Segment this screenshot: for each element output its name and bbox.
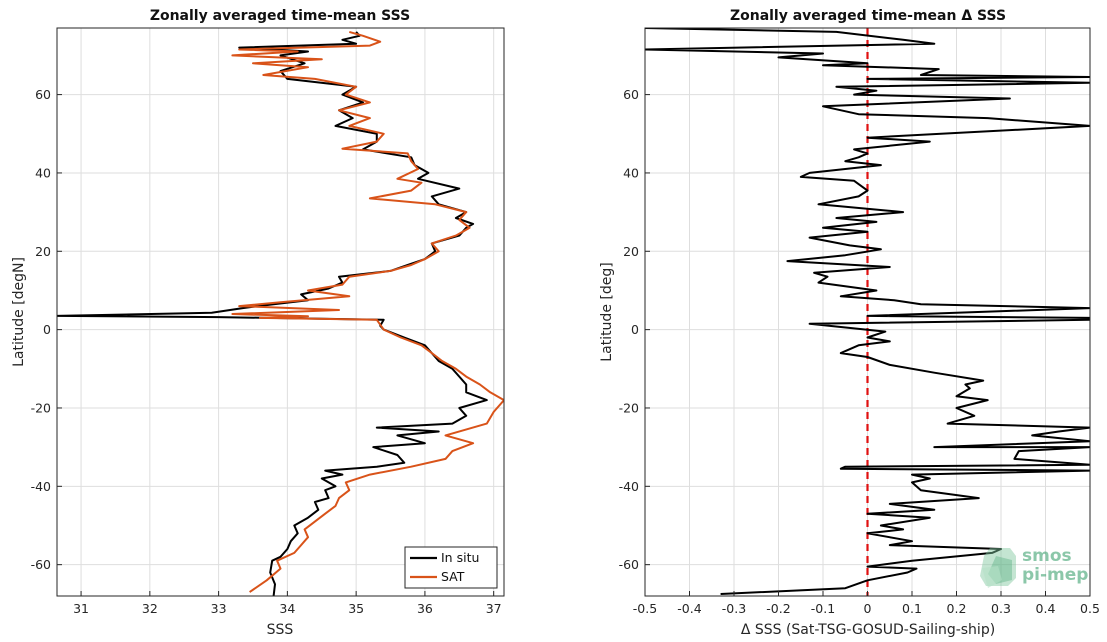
right-x-tick-label: 0.1 (902, 601, 922, 616)
legend-label-sat: SAT (441, 569, 465, 584)
right-x-axis-label: Δ SSS (Sat-TSG-GOSUD-Sailing-ship) (741, 622, 995, 638)
svg-text:pi-mep: pi-mep (1022, 565, 1088, 585)
left-y-ticks: -60 -40 -20 0 20 40 60 (31, 87, 62, 572)
right-x-tick-label: -0.5 (633, 601, 657, 616)
right-y-tick-label: 20 (623, 244, 639, 259)
left-y-axis-label: Latitude [degN] (11, 257, 27, 367)
right-x-ticks: -0.5 -0.4 -0.3 -0.2 -0.1 0 0.1 0.2 0.3 0.4 0.5 (633, 591, 1100, 616)
left-y-tick-label: 0 (43, 322, 51, 337)
legend: In situ SAT (404, 546, 498, 589)
right-y-axis-label: Latitude [deg] (599, 262, 615, 361)
right-x-tick-label: -0.3 (722, 601, 746, 616)
right-y-ticks: -60 -40 -20 0 20 40 60 (619, 87, 650, 572)
left-chart-title: Zonally averaged time-mean SSS (150, 8, 410, 24)
left-y-tick-label: 60 (35, 87, 51, 102)
right-x-tick-label: 0 (864, 601, 872, 616)
left-y-tick-label: -60 (31, 557, 51, 572)
left-x-tick-label: 35 (348, 601, 364, 616)
left-y-tick-label: 20 (35, 244, 51, 259)
left-x-tick-label: 37 (486, 601, 502, 616)
left-x-tick-label: 31 (73, 601, 89, 616)
right-x-tick-label: 0.2 (947, 601, 967, 616)
left-x-tick-label: 32 (142, 601, 158, 616)
smos-pi-mep-logo: smos pi-mep (980, 546, 1088, 588)
right-y-tick-label: 40 (623, 165, 639, 180)
left-y-tick-label: -20 (31, 400, 51, 415)
right-y-tick-label: -40 (619, 479, 639, 494)
right-series-group (645, 28, 1090, 596)
svg-text:smos: smos (1022, 546, 1072, 566)
left-series-sat (231, 30, 504, 593)
right-series-series-0 (645, 28, 1090, 595)
left-y-tick-label: -40 (31, 479, 51, 494)
right-x-tick-label: 0.5 (1080, 601, 1100, 616)
right-chart-title: Zonally averaged time-mean Δ SSS (730, 8, 1006, 24)
right-y-tick-label: -20 (619, 400, 639, 415)
legend-label-in-situ: In situ (441, 550, 479, 565)
left-x-tick-label: 34 (279, 601, 295, 616)
right-x-tick-label: -0.2 (766, 601, 790, 616)
left-x-tick-label: 36 (417, 601, 433, 616)
right-chart: -0.5 -0.4 -0.3 -0.2 -0.1 0 0.1 0.2 0.3 0.4 0.5 -60… (599, 8, 1100, 638)
right-y-tick-label: 60 (623, 87, 639, 102)
left-y-tick-label: 40 (35, 165, 51, 180)
left-x-axis-label: SSS (267, 622, 294, 638)
left-chart: 31 32 33 34 35 36 37 -60 -40 -20 0 20 40 60 Zonally … (11, 8, 505, 638)
left-series-in-situ (57, 31, 488, 596)
right-y-tick-label: 0 (631, 322, 639, 337)
right-x-tick-label: -0.4 (677, 601, 701, 616)
left-series-group (57, 30, 504, 596)
right-x-tick-label: 0.3 (991, 601, 1011, 616)
right-x-tick-label: 0.4 (1036, 601, 1056, 616)
right-x-tick-label: -0.1 (811, 601, 835, 616)
left-x-ticks: 31 32 33 34 35 36 37 (73, 591, 502, 616)
left-x-tick-label: 33 (211, 601, 227, 616)
right-y-tick-label: -60 (619, 557, 639, 572)
